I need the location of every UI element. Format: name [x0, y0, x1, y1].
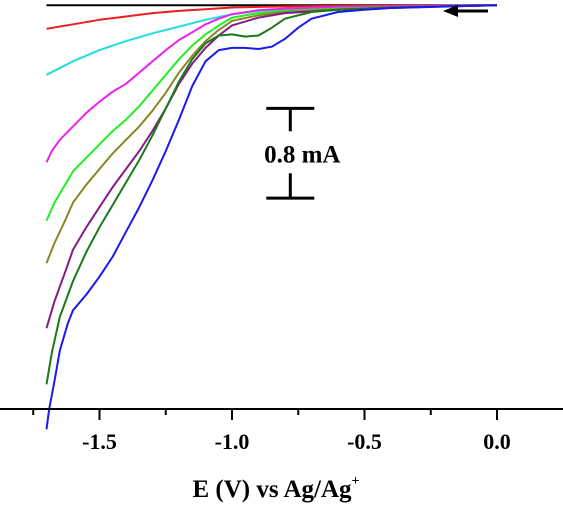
- cv-curve-5: [45, 4, 498, 222]
- scan-direction-arrow: [443, 5, 488, 17]
- cv-curve-9: [45, 4, 498, 430]
- arrow-head: [443, 5, 458, 17]
- x-axis-title: E (V) vs Ag/Ag+: [192, 474, 359, 503]
- cv-curve-8: [45, 4, 498, 385]
- x-tick-label: -1.5: [82, 429, 117, 454]
- scale-bar: 0.8 mA: [264, 106, 340, 200]
- x-tick-label: -0.5: [347, 429, 382, 454]
- x-axis-title-superscript: +: [352, 474, 360, 489]
- x-ticks: -1.5 -1.0 -0.5 0.0: [32, 409, 511, 454]
- cv-curve-6: [45, 4, 498, 264]
- x-tick-label: -1.0: [215, 429, 250, 454]
- x-axis: -1.5 -1.0 -0.5 0.0: [0, 408, 563, 454]
- x-tick-label: 0.0: [483, 429, 511, 454]
- cv-curve-4: [45, 4, 498, 163]
- curves-layer: [45, 4, 498, 430]
- scale-bar-label: 0.8 mA: [264, 141, 340, 168]
